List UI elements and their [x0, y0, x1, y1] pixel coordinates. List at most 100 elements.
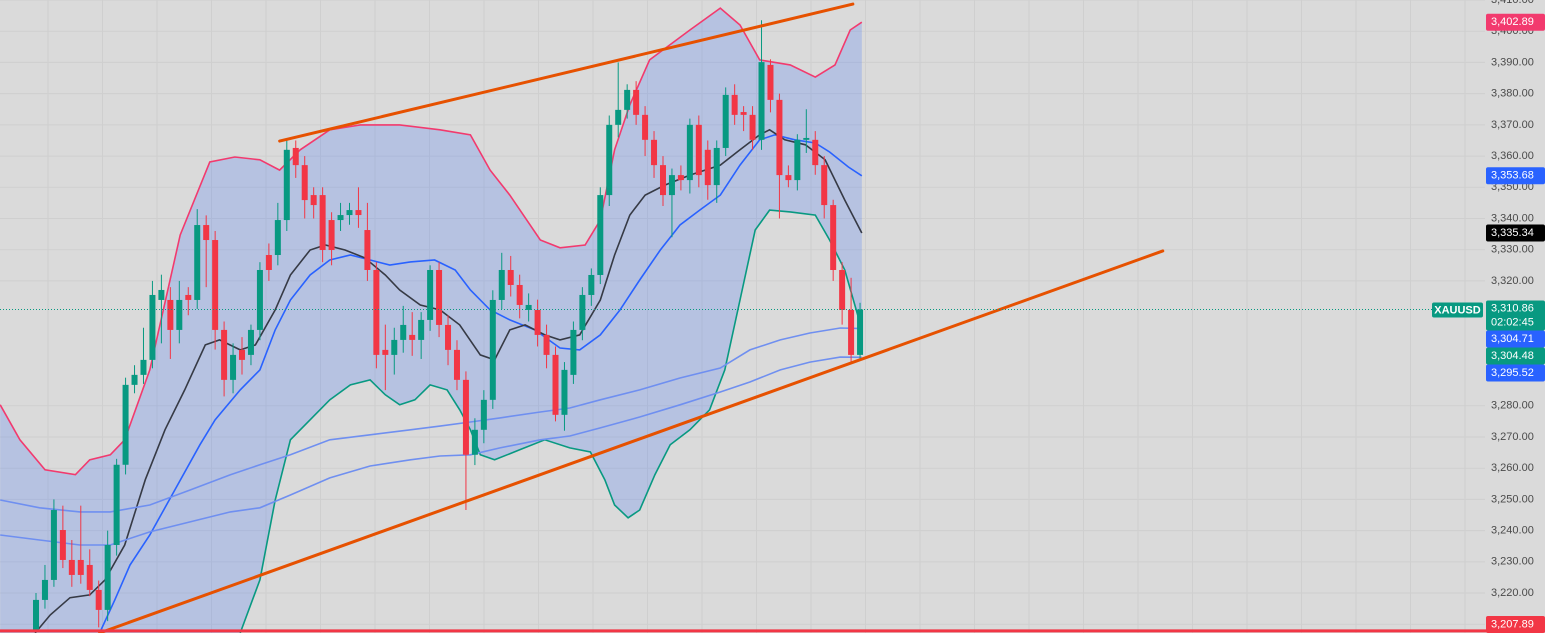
candle-body — [507, 269, 514, 285]
candle-body — [848, 309, 855, 355]
price-badge — [1486, 616, 1545, 633]
candle-body — [713, 147, 720, 186]
candle-body — [543, 334, 550, 355]
candle-body — [812, 139, 819, 166]
candle-body — [471, 429, 478, 455]
price-badge-label: 3,295.52 — [1491, 367, 1534, 379]
candle-body — [391, 339, 398, 355]
price-badge — [1486, 347, 1545, 365]
candle-body — [731, 94, 738, 115]
last-price-badge — [1486, 300, 1545, 331]
y-tick-label: 3,370.00 — [1491, 119, 1534, 131]
candle-body — [803, 137, 810, 140]
candle-body — [247, 329, 254, 355]
candle-body — [839, 269, 846, 310]
indicator-line — [34, 128, 863, 633]
indicator-line — [0, 356, 862, 546]
candle-body — [364, 230, 371, 270]
price-badge — [1486, 364, 1545, 382]
candle-body — [677, 175, 684, 181]
candle-body — [686, 124, 693, 181]
candle-body — [651, 139, 658, 166]
candle-body — [355, 210, 362, 216]
candle-body — [480, 399, 487, 430]
candle-body — [445, 324, 452, 350]
price-badge — [1486, 330, 1545, 348]
indicator-line — [0, 327, 862, 513]
candle-body — [41, 579, 48, 600]
symbol-badge — [1432, 302, 1483, 318]
candle-body — [68, 559, 75, 575]
candle-body — [176, 299, 183, 330]
candle-body — [776, 99, 783, 176]
candle-body — [418, 319, 425, 340]
candle-body — [436, 269, 443, 325]
price-badge-label: 3,304.71 — [1491, 333, 1534, 345]
y-tick-label: 3,280.00 — [1491, 400, 1534, 412]
candle-body — [722, 94, 729, 148]
candle-body — [597, 195, 604, 275]
candle-body — [794, 139, 801, 181]
candle-body — [400, 324, 407, 340]
candle-body — [552, 354, 559, 415]
y-tick-label: 3,220.00 — [1491, 587, 1534, 599]
candle-body — [534, 309, 541, 335]
candle-body — [221, 329, 228, 380]
candle-body — [588, 274, 595, 295]
candle-body — [695, 124, 702, 176]
candle-body — [319, 195, 326, 251]
candle-body — [624, 89, 631, 110]
price-badge-label: 3,402.89 — [1491, 16, 1534, 28]
candle-body — [427, 269, 434, 320]
y-tick-label: 3,360.00 — [1491, 150, 1534, 162]
candle-body — [346, 210, 353, 216]
candle-body — [525, 304, 532, 310]
symbol-label: XAUUSD — [1434, 304, 1481, 316]
candle-body — [283, 149, 290, 221]
candle-body — [239, 349, 246, 360]
price-badge — [1486, 224, 1545, 242]
y-tick-label: 3,390.00 — [1491, 56, 1534, 68]
candle-body — [310, 195, 317, 206]
candle-body — [830, 205, 837, 270]
candle-body — [301, 165, 308, 201]
candle-body — [230, 354, 237, 380]
candle-body — [516, 284, 523, 305]
price-badge — [1486, 13, 1545, 31]
candle-body — [77, 559, 84, 575]
candle-body — [131, 374, 138, 385]
candle-body — [95, 589, 102, 610]
candle-body — [579, 294, 586, 330]
y-tick-label: 3,230.00 — [1491, 556, 1534, 568]
candle-body — [149, 294, 156, 360]
candle-body — [373, 269, 380, 355]
candle-body — [86, 564, 93, 590]
candle-body — [265, 255, 272, 270]
y-tick-label: 3,320.00 — [1491, 275, 1534, 287]
candle-body — [203, 225, 210, 241]
candle-body — [158, 289, 165, 300]
candle-body — [274, 220, 281, 256]
candle-body — [857, 309, 864, 355]
candle-body — [167, 299, 174, 330]
y-tick-label: 3,380.00 — [1491, 88, 1534, 100]
candle-body — [749, 114, 756, 140]
candle-body — [33, 599, 39, 630]
candle-body — [50, 510, 57, 580]
y-tick-label: 3,410.00 — [1491, 0, 1534, 6]
candle-body — [498, 269, 505, 300]
candle-body — [328, 220, 335, 251]
candle-body — [642, 114, 649, 140]
band-fill — [0, 8, 862, 633]
trendline — [98, 249, 1165, 633]
indicator-line — [239, 209, 863, 633]
candle-body — [292, 147, 299, 166]
candle-body — [704, 149, 711, 186]
candle-body — [462, 379, 469, 455]
candle-body — [59, 529, 66, 560]
candle-body — [337, 215, 344, 221]
candle-body — [767, 64, 774, 100]
